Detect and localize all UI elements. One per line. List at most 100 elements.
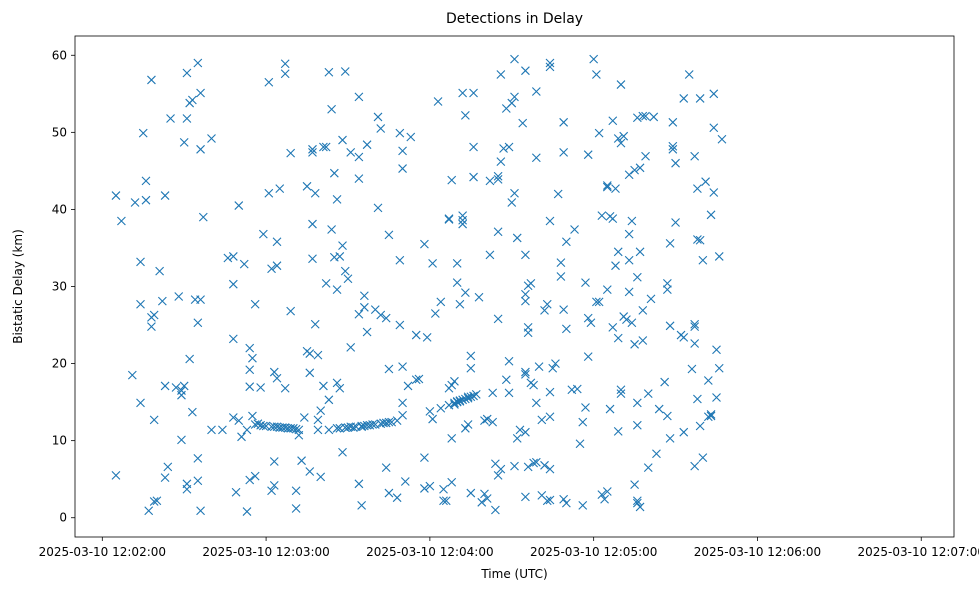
data-point	[583, 150, 593, 160]
data-point	[207, 134, 216, 143]
data-point	[643, 463, 653, 473]
data-point	[496, 464, 506, 474]
plot-marks	[111, 54, 727, 516]
data-point	[316, 406, 326, 415]
x-tick-label: 2025-03-10 12:02:00	[39, 545, 166, 559]
data-point	[687, 364, 697, 374]
data-point	[531, 398, 541, 408]
data-point	[602, 182, 612, 192]
data-point	[469, 88, 478, 98]
data-point	[709, 89, 719, 99]
data-point	[706, 410, 716, 419]
data-point	[679, 332, 689, 342]
data-point	[671, 158, 680, 168]
data-point	[493, 314, 503, 324]
data-point	[510, 188, 519, 198]
data-point	[335, 383, 345, 393]
data-point	[398, 398, 407, 408]
data-point	[196, 295, 205, 304]
data-point	[592, 297, 601, 307]
data-point	[469, 391, 478, 401]
data-point	[586, 318, 596, 328]
data-point	[430, 309, 440, 318]
data-point	[504, 142, 514, 152]
data-point	[196, 88, 205, 98]
data-point	[305, 467, 315, 476]
data-point	[695, 94, 705, 103]
data-point	[624, 229, 634, 239]
data-point	[592, 70, 601, 79]
data-point	[660, 377, 670, 387]
data-point	[635, 502, 645, 512]
data-point	[714, 363, 724, 373]
data-point	[136, 299, 145, 309]
data-point	[638, 336, 648, 345]
data-point	[712, 393, 721, 402]
data-point	[218, 425, 227, 435]
data-point	[469, 172, 478, 182]
data-point	[613, 247, 623, 257]
data-point	[166, 114, 175, 123]
data-point	[690, 151, 700, 161]
data-point	[493, 171, 503, 181]
data-point	[308, 147, 317, 157]
data-point	[570, 225, 579, 234]
data-point	[589, 54, 599, 64]
data-point	[392, 493, 402, 503]
data-point	[359, 291, 369, 301]
data-point	[324, 395, 334, 405]
data-point	[335, 252, 345, 261]
data-point	[627, 318, 637, 328]
data-point	[643, 389, 653, 399]
data-point	[286, 148, 296, 158]
data-point	[540, 306, 549, 315]
y-axis-label: Bistatic Delay (km)	[11, 229, 25, 344]
data-point	[155, 266, 165, 276]
data-point	[324, 67, 334, 77]
data-point	[485, 250, 495, 260]
data-point	[340, 67, 350, 76]
data-point	[269, 480, 279, 490]
data-point	[248, 411, 257, 421]
data-point	[452, 278, 462, 288]
data-point	[671, 218, 680, 227]
data-point	[387, 417, 397, 427]
data-point	[398, 164, 407, 173]
data-point	[141, 176, 151, 186]
data-point	[338, 447, 347, 457]
data-point	[439, 496, 448, 506]
data-point	[234, 416, 244, 426]
data-point	[439, 484, 448, 494]
data-point	[665, 321, 675, 331]
data-point	[488, 388, 498, 398]
data-point	[512, 233, 522, 243]
data-point	[701, 177, 710, 187]
data-point	[286, 306, 296, 316]
data-point	[321, 279, 331, 288]
data-point	[187, 95, 197, 105]
data-point	[433, 97, 443, 106]
data-point	[239, 259, 249, 269]
data-point	[458, 88, 468, 98]
data-point	[460, 111, 470, 120]
data-point	[690, 322, 700, 331]
data-point	[332, 423, 342, 433]
data-point	[177, 435, 186, 445]
data-point	[272, 373, 282, 383]
data-point	[545, 495, 555, 505]
data-point	[493, 174, 503, 184]
data-point	[559, 147, 569, 157]
data-point	[616, 138, 626, 148]
data-point	[466, 363, 476, 373]
data-point	[652, 449, 661, 459]
data-point	[690, 461, 700, 471]
data-point	[556, 258, 566, 267]
data-point	[531, 153, 541, 163]
data-point	[706, 210, 716, 220]
data-point	[455, 396, 465, 405]
data-point	[228, 334, 238, 344]
data-point	[627, 216, 637, 226]
data-point	[458, 395, 468, 405]
data-point	[384, 488, 394, 498]
data-point	[632, 498, 642, 508]
